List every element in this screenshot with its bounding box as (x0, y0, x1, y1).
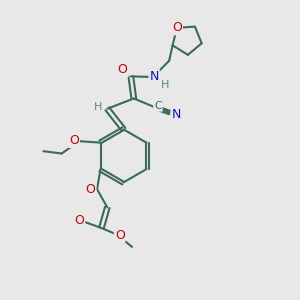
Text: C: C (154, 101, 162, 111)
Text: O: O (172, 21, 182, 34)
Text: N: N (149, 70, 159, 83)
Text: O: O (118, 63, 128, 76)
Text: O: O (74, 214, 84, 227)
Text: N: N (172, 108, 181, 121)
Text: O: O (85, 183, 95, 196)
Text: O: O (115, 229, 124, 242)
Text: O: O (69, 134, 79, 147)
Text: H: H (94, 102, 103, 112)
Text: H: H (161, 80, 170, 90)
